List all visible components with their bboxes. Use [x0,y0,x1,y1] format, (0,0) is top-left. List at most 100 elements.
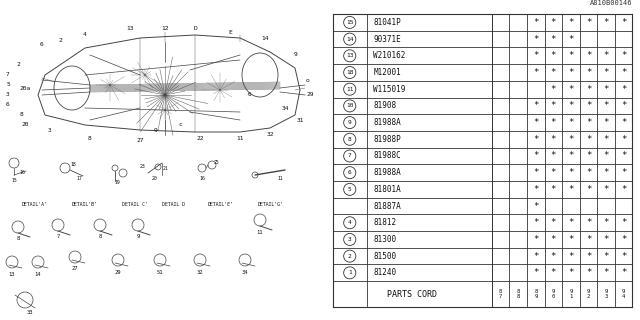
Text: 9
1: 9 1 [570,289,573,299]
Text: *: * [604,218,609,227]
Text: *: * [604,168,609,177]
Text: 81240: 81240 [373,268,396,277]
Text: 90371E: 90371E [373,35,401,44]
Text: DETAIL'E': DETAIL'E' [208,203,234,207]
Text: 6: 6 [40,43,44,47]
Text: 81988A: 81988A [373,118,401,127]
Text: *: * [550,18,556,27]
Text: A810B00146: A810B00146 [590,0,632,6]
Text: 20: 20 [21,123,29,127]
Text: *: * [568,252,573,260]
Text: 8: 8 [99,235,102,239]
Text: 13: 13 [9,271,15,276]
Text: *: * [586,268,591,277]
Text: *: * [586,135,591,144]
Text: 7: 7 [56,235,60,239]
Text: c: c [178,123,182,127]
Text: 32: 32 [266,132,274,138]
Text: *: * [621,51,627,60]
Text: *: * [586,51,591,60]
Text: *: * [550,185,556,194]
Text: 81300: 81300 [373,235,396,244]
Text: 9: 9 [348,120,351,125]
Text: 8: 8 [20,113,24,117]
Text: 19: 19 [114,180,120,186]
Text: 32: 32 [196,269,204,275]
Text: *: * [533,101,538,110]
Text: 51: 51 [157,269,163,275]
Text: *: * [621,101,627,110]
Text: *: * [586,118,591,127]
Text: 23: 23 [140,164,146,170]
Text: *: * [568,168,573,177]
Text: W115019: W115019 [373,85,406,94]
Text: *: * [550,35,556,44]
Text: 8
7: 8 7 [499,289,502,299]
Text: DETAIL'B': DETAIL'B' [72,203,98,207]
Text: *: * [568,51,573,60]
Text: 9
3: 9 3 [604,289,607,299]
Text: *: * [550,135,556,144]
Text: *: * [568,218,573,227]
Text: 13: 13 [346,53,353,58]
Text: 27: 27 [72,267,78,271]
Text: 33: 33 [27,309,33,315]
Text: 27: 27 [136,138,144,142]
Text: 2: 2 [58,37,62,43]
Text: *: * [604,185,609,194]
Text: *: * [621,135,627,144]
Text: *: * [604,151,609,160]
Text: 2: 2 [348,254,351,259]
Text: *: * [621,185,627,194]
Text: *: * [533,151,538,160]
Text: *: * [586,168,591,177]
Text: 3: 3 [6,92,10,98]
Text: *: * [550,101,556,110]
Text: *: * [550,118,556,127]
Text: PARTS CORD: PARTS CORD [387,290,437,299]
Text: *: * [586,18,591,27]
Text: *: * [533,185,538,194]
Text: *: * [550,151,556,160]
Text: 31: 31 [296,117,304,123]
Text: *: * [533,35,538,44]
Text: *: * [533,168,538,177]
Text: *: * [568,135,573,144]
Text: *: * [586,68,591,77]
Text: DETAIL'G': DETAIL'G' [258,203,284,207]
Text: E: E [228,29,232,35]
Text: 34: 34 [242,269,248,275]
Text: 8: 8 [348,137,351,142]
Text: 4: 4 [348,220,351,225]
Text: 12: 12 [161,26,169,30]
Text: *: * [550,218,556,227]
Text: *: * [621,168,627,177]
Text: 21: 21 [163,166,169,172]
Text: 22: 22 [196,135,204,140]
Text: *: * [621,68,627,77]
Text: *: * [604,252,609,260]
Text: *: * [533,68,538,77]
Text: 9
4: 9 4 [622,289,625,299]
Text: 14: 14 [261,36,269,41]
Text: 5: 5 [6,83,10,87]
Text: 34: 34 [281,106,289,110]
Text: *: * [568,235,573,244]
Text: *: * [550,168,556,177]
Text: *: * [586,151,591,160]
Text: *: * [568,18,573,27]
Text: *: * [533,268,538,277]
Text: *: * [568,68,573,77]
Text: *: * [621,118,627,127]
Text: *: * [604,268,609,277]
Text: 81988A: 81988A [373,168,401,177]
Text: *: * [568,268,573,277]
Text: *: * [621,268,627,277]
Text: *: * [604,235,609,244]
Text: 81988C: 81988C [373,151,401,160]
Text: DETAIL D: DETAIL D [162,203,185,207]
Text: *: * [586,235,591,244]
Text: 29: 29 [115,269,121,275]
Text: 13: 13 [126,26,134,30]
Text: 8: 8 [17,236,20,242]
